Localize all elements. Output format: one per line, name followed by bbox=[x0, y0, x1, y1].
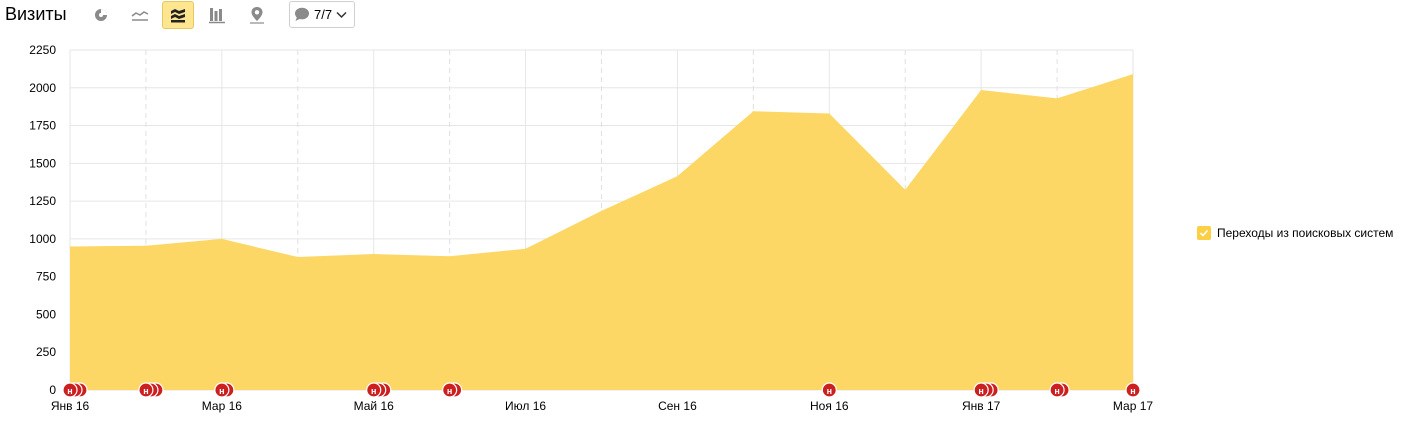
note-marker[interactable]: н bbox=[1125, 382, 1141, 398]
map-button[interactable] bbox=[241, 1, 273, 29]
x-tick-label: Мар 16 bbox=[202, 399, 242, 413]
data-point-2016-11 bbox=[828, 112, 830, 114]
line-chart-icon bbox=[131, 11, 149, 21]
pie-chart-icon bbox=[95, 9, 107, 21]
note-marker[interactable]: н bbox=[821, 382, 837, 398]
note-marker[interactable]: н bbox=[366, 382, 392, 398]
chevron-down-icon bbox=[336, 11, 347, 18]
note-marker[interactable]: н bbox=[138, 382, 164, 398]
note-marker[interactable]: н bbox=[442, 382, 463, 398]
data-point-2016-06 bbox=[449, 255, 451, 257]
y-tick-label: 250 bbox=[36, 345, 56, 359]
data-point-2016-07 bbox=[525, 248, 527, 250]
note-marker[interactable]: н bbox=[214, 382, 235, 398]
x-tick-label: Июл 16 bbox=[505, 399, 546, 413]
map-pin-icon bbox=[250, 7, 264, 24]
bar-chart-icon bbox=[209, 8, 225, 24]
note-marker-label: н bbox=[978, 386, 983, 396]
chart-title: Визиты bbox=[5, 4, 67, 24]
x-tick-label: Янв 17 bbox=[962, 399, 1001, 413]
note-marker-label: н bbox=[827, 386, 832, 396]
x-tick-label: Май 16 bbox=[354, 399, 395, 413]
data-point-2016-08 bbox=[601, 210, 602, 212]
data-point-2016-02 bbox=[145, 245, 147, 247]
note-marker-circle bbox=[973, 382, 989, 398]
note-marker[interactable]: н bbox=[973, 382, 999, 398]
x-tick-label: Ноя 16 bbox=[810, 399, 849, 413]
data-point-2016-10 bbox=[752, 110, 754, 112]
y-tick-label: 750 bbox=[36, 270, 56, 284]
note-marker-circle bbox=[214, 382, 230, 398]
y-tick-label: 1500 bbox=[29, 156, 56, 170]
data-point-2016-05 bbox=[373, 253, 375, 255]
x-tick-label: Мар 17 bbox=[1113, 399, 1153, 413]
data-point-2017-01 bbox=[980, 89, 982, 91]
note-marker-label: н bbox=[67, 386, 72, 396]
note-marker-label: н bbox=[1130, 386, 1135, 396]
note-marker-circle bbox=[138, 382, 154, 398]
data-point-2016-04 bbox=[297, 256, 299, 258]
data-point-2016-01 bbox=[69, 245, 71, 247]
y-axis: 0 250 500 750 1000 1250 1500 1750 2000 2250 bbox=[29, 43, 56, 397]
x-tick-label: Янв 16 bbox=[51, 399, 90, 413]
y-tick-label: 1000 bbox=[29, 232, 56, 246]
y-tick-label: 2000 bbox=[29, 81, 56, 95]
note-marker[interactable]: н bbox=[1049, 382, 1070, 398]
note-marker-circle bbox=[366, 382, 382, 398]
data-point-2017-03 bbox=[1132, 73, 1134, 75]
data-point-2016-03 bbox=[221, 238, 223, 240]
y-tick-label: 1250 bbox=[29, 194, 56, 208]
y-tick-label: 500 bbox=[36, 307, 56, 321]
x-axis: Янв 16 Мар 16 Май 16 Июл 16 Сен 16 Ноя 16 Янв … bbox=[51, 399, 1154, 413]
chart-series-area bbox=[69, 73, 1134, 390]
data-point-2017-02 bbox=[1056, 97, 1058, 99]
y-tick-label: 1750 bbox=[29, 119, 56, 133]
y-tick-label: 0 bbox=[49, 383, 56, 397]
note-marker-label: н bbox=[447, 386, 452, 396]
note-marker-circle bbox=[442, 382, 458, 398]
series-area-search-traffic bbox=[70, 74, 1133, 390]
note-marker-circle bbox=[62, 382, 78, 398]
comment-icon bbox=[295, 7, 309, 21]
bar-chart-button[interactable] bbox=[201, 1, 233, 29]
note-marker-circle bbox=[1125, 382, 1141, 398]
notes-dropdown[interactable]: 7/7 bbox=[289, 1, 355, 28]
chart-toolbar: Визиты bbox=[0, 0, 1414, 30]
pie-chart-button[interactable] bbox=[85, 1, 117, 29]
area-chart-button[interactable] bbox=[162, 1, 194, 29]
note-marker-circle bbox=[1049, 382, 1065, 398]
note-marker-label: н bbox=[143, 386, 148, 396]
note-marker-label: н bbox=[219, 386, 224, 396]
checkmark-icon bbox=[1199, 229, 1209, 237]
note-marker-label: н bbox=[1054, 386, 1059, 396]
area-chart-icon bbox=[171, 9, 185, 23]
x-tick-label: Сен 16 bbox=[658, 399, 697, 413]
y-tick-label: 2250 bbox=[29, 43, 56, 57]
data-point-2016-12 bbox=[904, 189, 906, 191]
note-marker[interactable]: н bbox=[62, 382, 88, 398]
legend-label: Переходы из поисковых систем bbox=[1217, 226, 1394, 240]
data-point-2016-09 bbox=[676, 175, 678, 177]
notes-count: 7/7 bbox=[314, 7, 333, 22]
legend-item[interactable]: Переходы из поисковых систем bbox=[1197, 226, 1393, 240]
note-marker-circle bbox=[821, 382, 837, 398]
line-chart-button[interactable] bbox=[124, 1, 156, 29]
note-marker-label: н bbox=[371, 386, 376, 396]
legend-checkbox[interactable] bbox=[1197, 226, 1211, 240]
